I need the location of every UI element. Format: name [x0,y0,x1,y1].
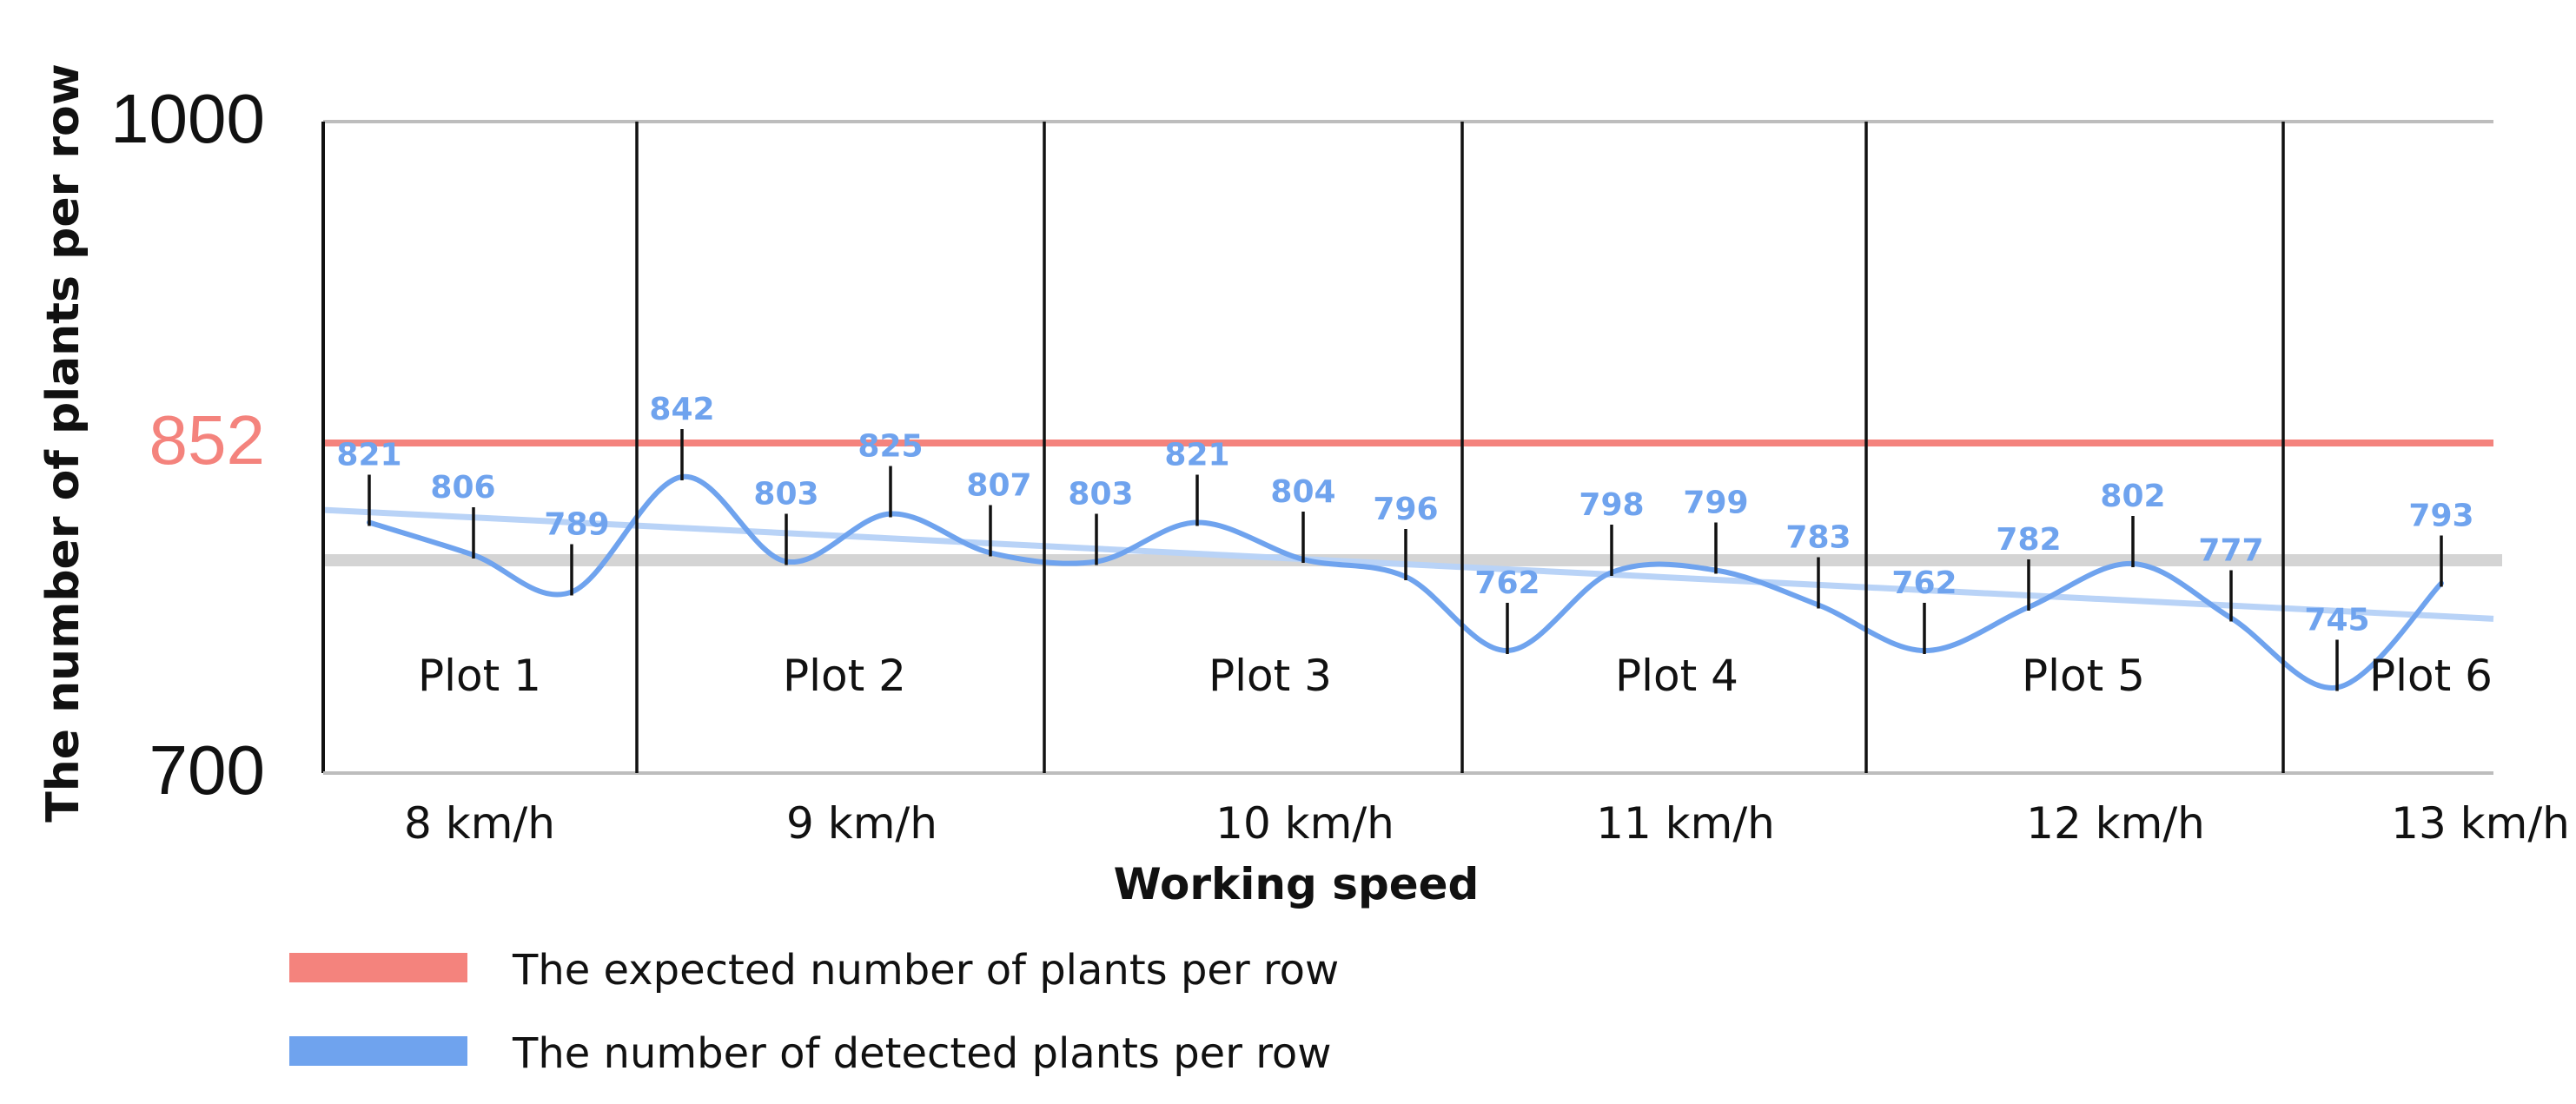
data-label: 803 [753,477,818,512]
legend-swatch-expected [289,953,467,982]
plot-label: Plot 6 [2369,651,2493,701]
data-label: 825 [858,429,923,465]
y-tick-label: 700 [149,731,265,809]
data-label: 799 [1683,486,1748,521]
x-tick-label: 10 km/h [1215,798,1394,849]
data-label: 842 [649,392,714,427]
x-tick-label: 12 km/h [2026,798,2205,849]
data-label: 782 [1996,522,2061,558]
data-label: 807 [966,468,1031,504]
data-label: 777 [2198,533,2263,569]
y-tick-label: 852 [149,401,265,479]
x-tick-label: 13 km/h [2391,798,2570,849]
x-axis-title: Working speed [1114,859,1480,909]
plot-label: Plot 3 [1209,651,1332,701]
legend-label-detected: The number of detected plants per row [512,1029,1332,1078]
x-tick-label: 11 km/h [1596,798,1775,849]
data-label: 762 [1474,565,1540,601]
plot-label: Plot 4 [1615,651,1738,701]
plot-label: Plot 5 [2022,651,2145,701]
plot-label: Plot 2 [783,651,906,701]
detected-trend-line [322,506,2494,622]
data-label: 793 [2408,499,2473,534]
data-label: 762 [1891,565,1957,601]
data-label: 803 [1068,477,1133,512]
data-label: 821 [336,438,401,473]
y-axis-title: The number of plants per row [37,63,89,823]
data-label: 806 [430,470,495,506]
data-label: 789 [544,507,609,543]
data-label: 821 [1164,438,1229,473]
data-label: 796 [1373,492,1438,527]
data-label: 783 [1785,520,1851,556]
legend-label-expected: The expected number of plants per row [512,946,1339,995]
x-tick-label: 8 km/h [404,798,555,849]
plot-label: Plot 1 [418,651,541,701]
x-tick-label: 9 km/h [786,798,937,849]
data-label: 802 [2100,479,2165,514]
data-label: 804 [1270,474,1335,510]
legend-swatch-detected [289,1036,467,1066]
data-label: 798 [1579,487,1644,523]
y-tick-label: 1000 [110,80,265,157]
data-label: 745 [2304,603,2369,638]
